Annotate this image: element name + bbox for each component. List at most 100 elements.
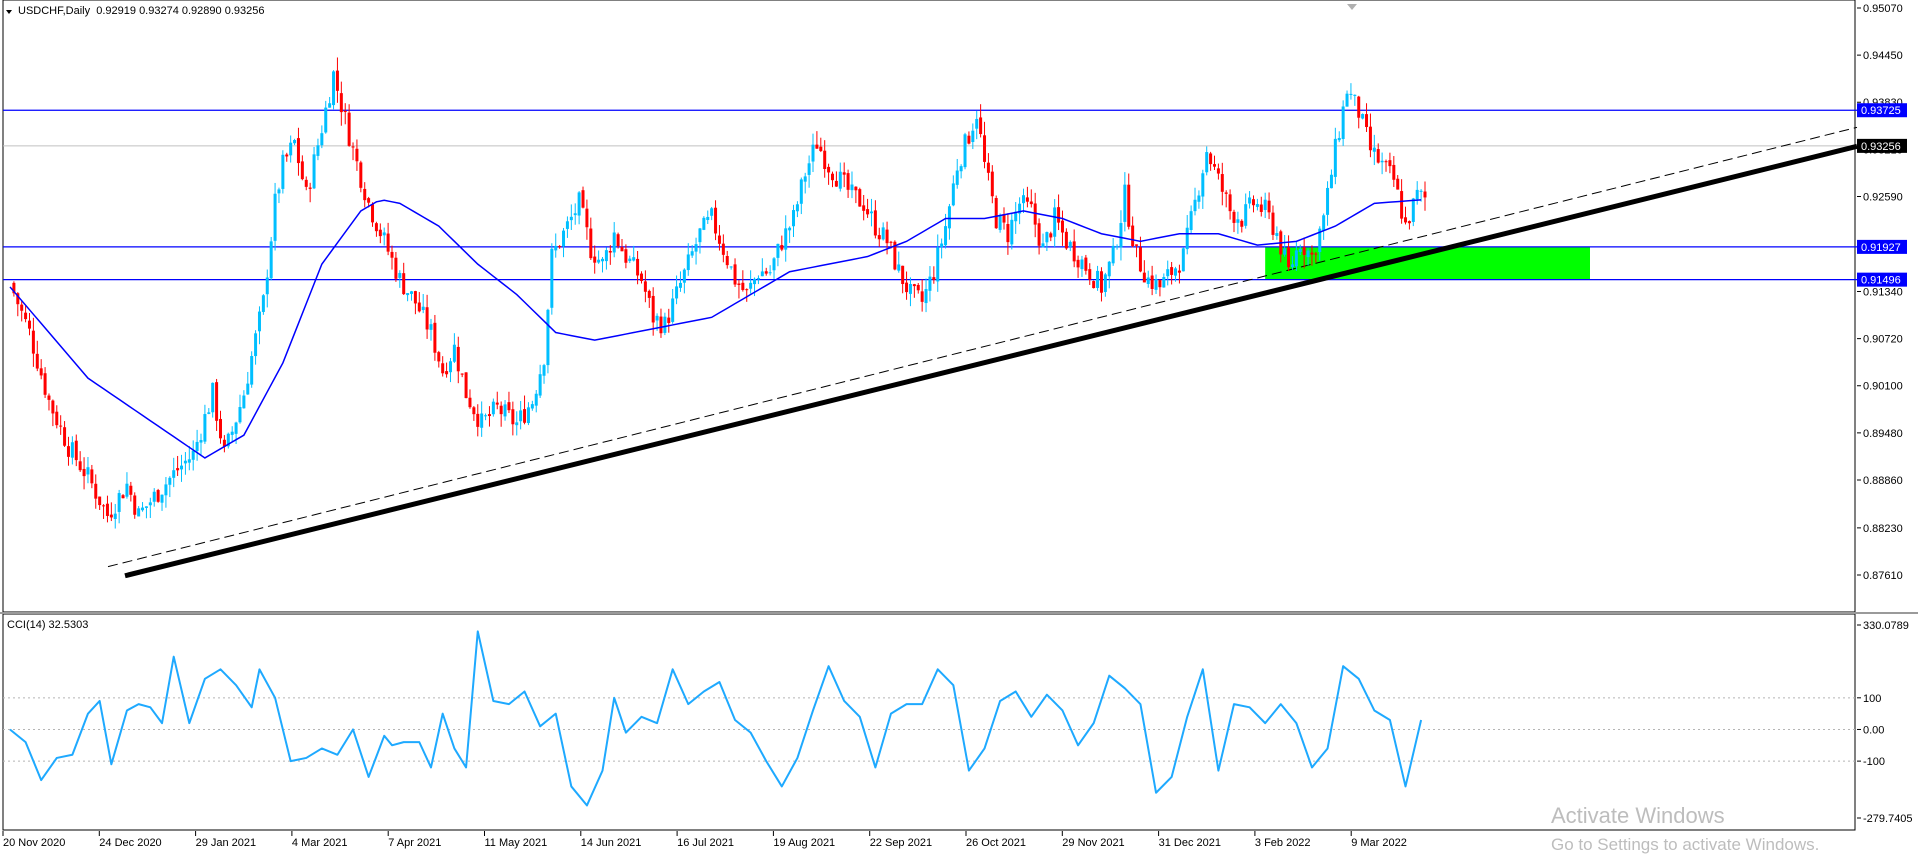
candle-body: [59, 425, 63, 427]
candle-body: [328, 103, 332, 108]
candle-body: [1236, 219, 1240, 223]
candle-body: [1357, 96, 1361, 118]
candle-body: [312, 154, 316, 189]
candle-body: [406, 293, 410, 296]
cci-line: [9, 630, 1423, 807]
candle-body: [1353, 94, 1357, 96]
collapse-triangle-icon[interactable]: [6, 10, 12, 14]
candle-body: [1076, 259, 1080, 268]
candle-body: [1209, 153, 1213, 165]
candle-body: [873, 210, 877, 236]
candle-body: [66, 446, 70, 457]
candle-body: [1099, 271, 1103, 293]
candle-body: [936, 247, 940, 282]
candle-body: [1170, 267, 1174, 275]
candle-body: [562, 230, 566, 247]
candle-body: [1205, 152, 1209, 173]
moving-average: [9, 199, 1422, 459]
candle-body: [1294, 250, 1298, 267]
candle-body: [390, 251, 394, 258]
candle-body: [1053, 207, 1057, 237]
candle-body: [1174, 268, 1178, 276]
candle-body: [706, 216, 710, 221]
candle-body: [955, 170, 959, 185]
candle-body: [1372, 147, 1376, 152]
candle-body: [191, 450, 195, 460]
candle-body: [141, 507, 145, 511]
candle-body: [983, 135, 987, 162]
price-tick-label: 0.91340: [1863, 286, 1903, 298]
activation-watermark-title: Activate Windows: [1551, 803, 1725, 828]
candle-body: [472, 407, 476, 415]
candle-body: [1267, 200, 1271, 213]
candle-body: [1029, 201, 1033, 205]
candle-body: [893, 241, 897, 270]
cci-axis[interactable]: 330.0789 100 0.00 -100 -279.7405: [1857, 620, 1913, 825]
candle-body: [1314, 253, 1318, 255]
candle-body: [916, 284, 920, 291]
candle-body: [616, 234, 620, 247]
candle-body: [421, 306, 425, 311]
candle-body: [554, 245, 558, 251]
candle-body: [78, 461, 82, 471]
candle-body: [608, 251, 612, 253]
trendline-solid[interactable]: [124, 143, 1858, 579]
price-tick-label: 0.88860: [1863, 475, 1903, 487]
candle-body: [1251, 199, 1255, 206]
candle-body: [854, 186, 858, 191]
candle-body: [523, 409, 527, 423]
price-axis[interactable]: 0.950700.944500.938300.932100.925900.919…: [1347, 3, 1907, 582]
trendline-dashed[interactable]: [107, 126, 1858, 568]
date-tick-label: 14 Jun 2021: [581, 837, 642, 849]
date-tick-label: 22 Sep 2021: [870, 837, 932, 849]
candle-body: [1142, 272, 1146, 283]
candle-body: [339, 93, 343, 113]
candle-body: [12, 282, 16, 294]
price-tick-label: 0.90720: [1863, 334, 1903, 346]
candle-body: [639, 273, 643, 281]
candle-body: [1045, 232, 1049, 243]
candle-body: [351, 146, 355, 148]
candle-body: [1419, 190, 1423, 192]
candle-body: [772, 258, 776, 271]
level-price-tag: [1857, 239, 1907, 254]
date-axis[interactable]: 20 Nov 2020 24 Dec 2020 29 Jan 2021 4 Mar 2…: [2, 831, 1407, 849]
cci-tick-label: 100: [1863, 693, 1881, 705]
candle-body: [394, 257, 398, 279]
candle-body: [511, 409, 515, 425]
candle-body: [1349, 93, 1353, 95]
candle-body: [102, 505, 106, 507]
candle-body: [737, 283, 741, 285]
trendlines[interactable]: [107, 126, 1858, 579]
candle-body: [967, 135, 971, 144]
candle-body: [257, 311, 261, 332]
candle-body: [1154, 279, 1158, 290]
candle-body: [975, 118, 979, 129]
candle-body: [172, 470, 176, 478]
date-tick-label: 3 Feb 2022: [1255, 837, 1311, 849]
current-price-tag-label: 0.93256: [1861, 141, 1901, 153]
candle-body: [940, 243, 944, 248]
candle-body: [577, 192, 581, 216]
candle-body: [507, 402, 511, 411]
candle-body: [628, 258, 632, 262]
candle-body: [425, 307, 429, 330]
level-price-tag-label: 0.91927: [1861, 242, 1901, 254]
candle-body: [1033, 203, 1037, 225]
candle-body: [460, 373, 464, 375]
candle-body: [1166, 269, 1170, 277]
candle-body: [1138, 247, 1142, 272]
candle-body: [468, 397, 472, 408]
candle-body: [55, 411, 59, 426]
candle-body: [456, 346, 460, 372]
candle-body: [308, 187, 312, 189]
scroll-marker-icon[interactable]: [1347, 4, 1357, 10]
candle-body: [1072, 241, 1076, 262]
candle-body: [215, 382, 219, 421]
candle-body: [542, 365, 546, 376]
price-tick-label: 0.92590: [1863, 191, 1903, 203]
candle-body: [721, 243, 725, 255]
candle-body: [675, 286, 679, 299]
candle-body: [429, 324, 433, 330]
